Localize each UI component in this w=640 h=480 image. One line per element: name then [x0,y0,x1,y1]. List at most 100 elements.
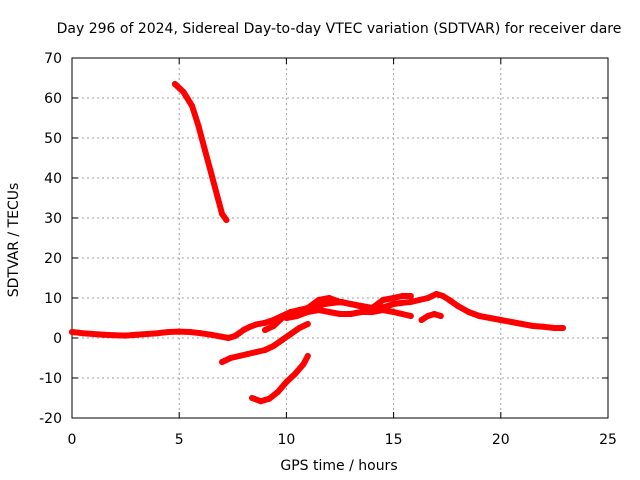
data-point [487,315,494,321]
x-tick-label: 20 [492,432,510,448]
data-point [326,295,333,301]
y-tick-label: 70 [44,51,62,67]
data-point [90,331,97,337]
x-tick-label: 0 [68,432,77,448]
y-tick-label: 60 [44,91,62,107]
data-point [530,323,536,329]
data-point [454,303,461,309]
data-point [416,297,423,303]
data-point [180,89,187,95]
x-tick-label: 5 [175,432,184,448]
data-point [122,332,129,339]
data-point [465,309,472,315]
data-point [304,309,311,315]
data-point [214,195,221,201]
y-tick-label: 50 [44,131,62,147]
data-point [283,315,290,321]
data-point [390,295,397,301]
data-point [266,395,273,402]
data-point [439,293,446,299]
data-point [133,331,140,338]
x-axis-label: GPS time / hours [280,458,397,474]
x-tick-label: 10 [277,432,295,448]
data-point [262,327,268,333]
data-point [227,355,234,361]
y-tick-label: 40 [44,171,62,187]
data-point [407,293,414,299]
data-point [253,321,260,328]
data-point [337,311,343,317]
data-point [292,371,298,377]
data-point [369,309,376,315]
data-point [407,313,414,319]
y-axis-label: SDTVAR / TECUs [6,183,22,298]
data-point [433,291,440,297]
data-point [279,337,286,343]
data-point [424,295,431,301]
data-point [236,353,243,359]
data-point [244,351,251,357]
data-point [201,147,208,153]
data-point [270,323,277,329]
data-point [540,323,547,330]
data-point [399,299,406,306]
data-point [186,329,193,335]
data-point [79,330,86,337]
data-point [154,330,161,337]
data-point [283,379,290,385]
data-point [296,325,303,331]
x-tick-label: 15 [385,432,403,448]
data-point [257,398,264,405]
data-point [247,323,253,330]
data-point [358,309,365,315]
data-point [326,309,333,315]
data-point [219,211,226,217]
data-point [431,311,438,317]
data-point [165,329,172,335]
data-point [144,331,150,337]
data-point [253,349,260,355]
y-tick-label: -20 [39,411,62,427]
data-point [223,217,230,223]
data-point [231,333,238,339]
data-point [437,313,444,319]
data-point [322,301,328,307]
data-point [347,301,354,307]
data-point [208,331,215,338]
data-point [219,333,226,340]
data-point [197,330,204,337]
y-tick-label: 0 [53,331,62,347]
data-point [274,389,281,395]
data-point [508,319,515,325]
data-point [262,319,268,326]
series-track-small-segment [418,311,444,323]
grid-lines [72,58,608,418]
data-point [446,297,453,303]
data-point [407,299,414,305]
data-point [315,307,322,313]
data-point [304,353,311,359]
data-point [240,327,247,333]
y-tick-label: 10 [44,291,62,307]
data-point [337,299,343,305]
data-point [287,331,294,337]
data-point [111,332,118,339]
data-point [171,81,178,87]
data-point [236,330,243,337]
data-point [399,293,406,299]
data-point [390,301,397,307]
data-point [208,171,215,177]
data-point [225,335,232,341]
data-point [189,103,196,109]
data-point [304,321,311,327]
data-point [551,325,558,331]
axis-ticks: 0 5 10 15 20 25 -20 -10 0 10 20 30 40 50 60 70 [39,51,617,448]
data-point [294,313,301,319]
data-point [101,331,108,338]
data-point [390,309,397,315]
chart-title: Day 296 of 2024, Sidereal Day-to-day VTE… [57,21,622,37]
data-point [379,307,386,313]
y-tick-label: 30 [44,211,62,227]
data-point [519,321,526,327]
